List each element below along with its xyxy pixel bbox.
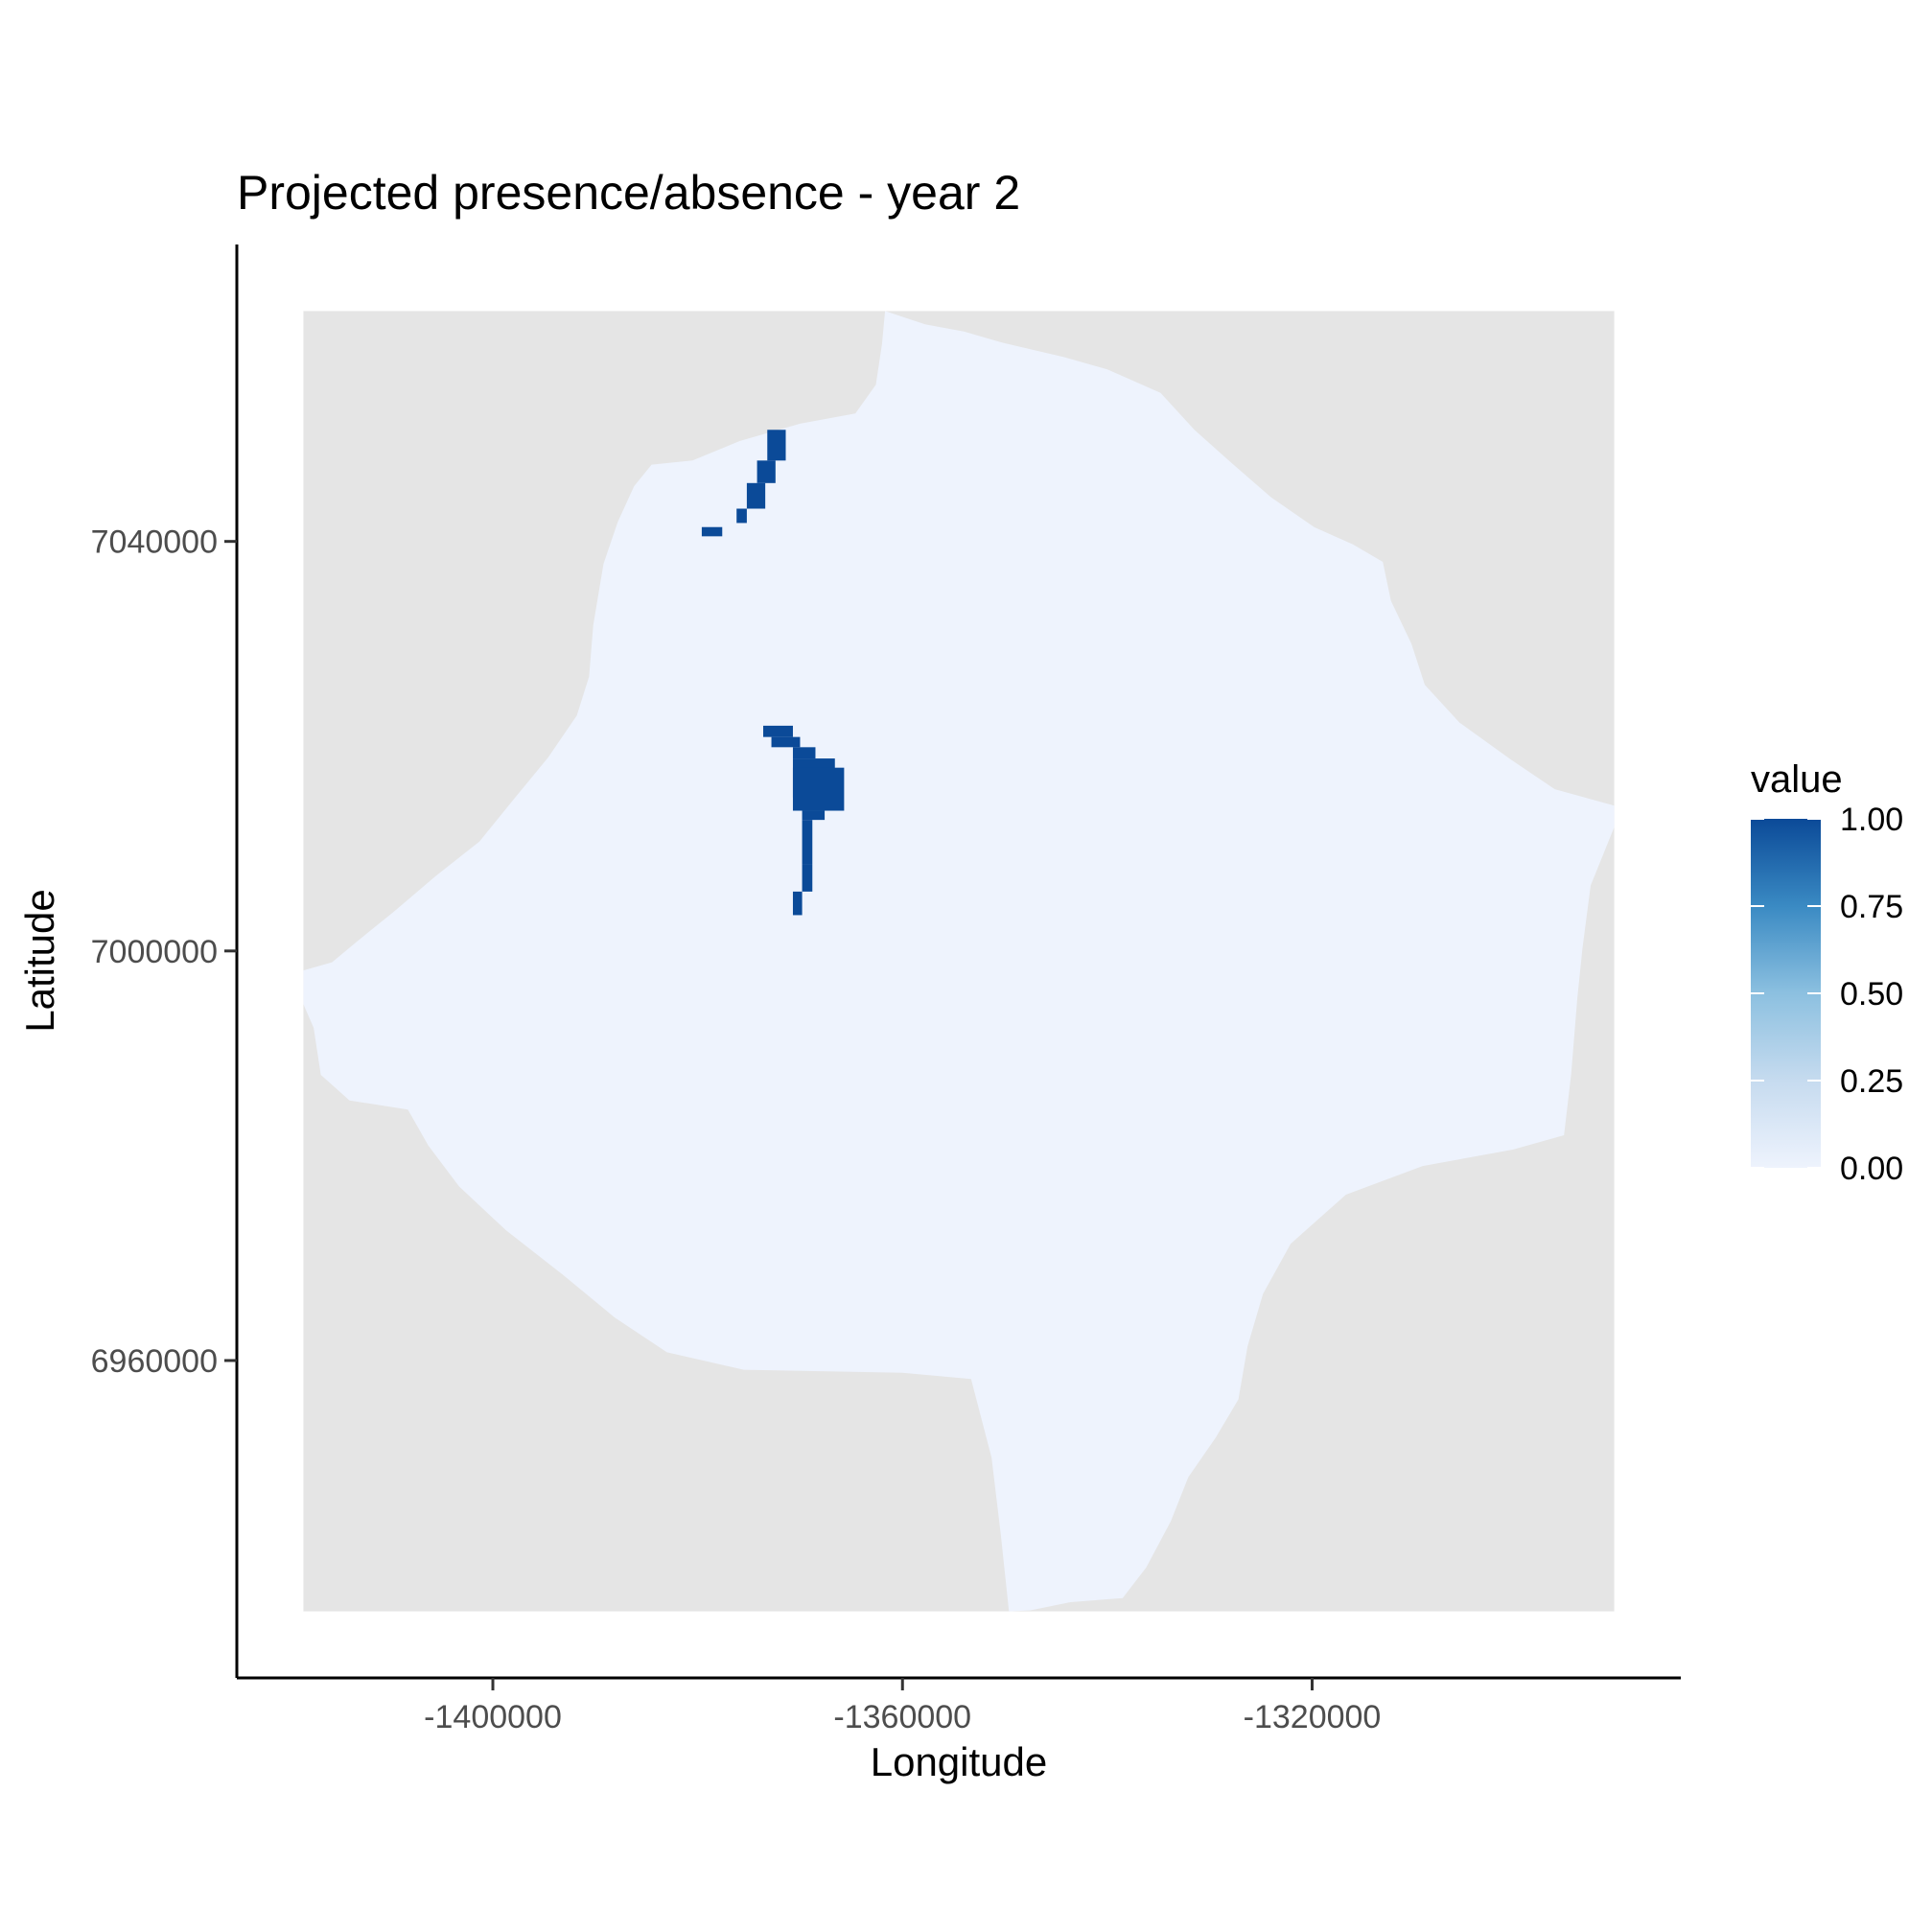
presence-cell (802, 820, 813, 865)
presence-cell (802, 810, 826, 821)
presence-cell (792, 747, 816, 759)
plot-panel (303, 311, 1615, 1612)
presence-cell (757, 460, 776, 483)
y-axis-title: Latitude (17, 889, 62, 1032)
x-axis-title: Longitude (871, 1739, 1048, 1784)
y-tick-label: 6960000 (91, 1343, 218, 1380)
presence-cell (762, 725, 793, 737)
presence-cell (736, 508, 747, 524)
presence-cell (701, 526, 723, 537)
presence-cell (746, 482, 766, 509)
x-axis-ticks: -1400000 -1360000 -1320000 (424, 1678, 1381, 1735)
presence-cell (767, 430, 786, 461)
presence-cell (802, 864, 813, 892)
legend-label: 0.50 (1840, 976, 1903, 1013)
legend-label: 0.00 (1840, 1151, 1903, 1187)
legend-title: value (1751, 758, 1843, 801)
legend: value 1.00 0.75 0.50 0.25 0.00 (1751, 758, 1903, 1187)
y-axis-ticks: 7040000 7000000 6960000 (91, 524, 237, 1380)
presence-cell (792, 891, 803, 916)
legend-ticks: 1.00 0.75 0.50 0.25 0.00 (1751, 802, 1903, 1187)
y-tick-label: 7040000 (91, 524, 218, 561)
x-tick-label: -1400000 (424, 1699, 562, 1735)
legend-label: 1.00 (1840, 802, 1903, 838)
region-absence-area (303, 311, 1615, 1612)
region-layer (303, 311, 1615, 1612)
x-tick-label: -1320000 (1244, 1699, 1382, 1735)
presence-cell (771, 736, 801, 748)
x-tick-label: -1360000 (833, 1699, 971, 1735)
plot-title: Projected presence/absence - year 2 (237, 166, 1020, 220)
y-tick-label: 7000000 (91, 934, 218, 970)
legend-label: 0.75 (1840, 889, 1903, 925)
legend-label: 0.25 (1840, 1063, 1903, 1100)
presence-cell (792, 767, 845, 811)
presence-layer (701, 430, 845, 916)
